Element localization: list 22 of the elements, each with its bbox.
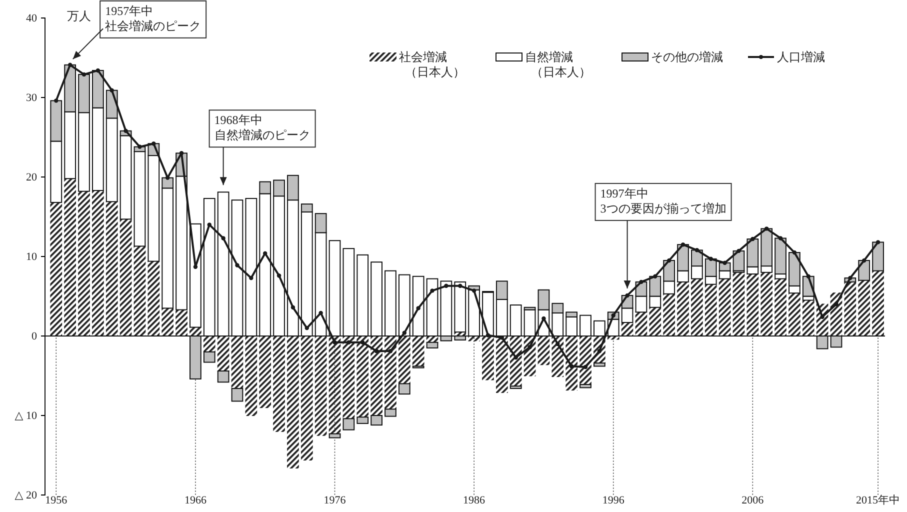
y-tick-label: 30 — [26, 92, 38, 104]
y-tick-label: 10 — [26, 251, 38, 264]
x-tick-label: 1996 — [602, 494, 625, 506]
legend-label: 社会増減（日本人） — [399, 50, 465, 79]
annotation: 1957年中社会増減のピーク — [105, 4, 202, 33]
y-tick-label: △ 20 — [14, 490, 38, 502]
x-tick-label: 1956 — [45, 494, 68, 506]
y-axis-title: 万人 — [67, 9, 91, 23]
x-tick-label: 2015年中 — [856, 494, 900, 506]
legend-label: その他の増減 — [651, 50, 723, 64]
y-tick-label: △ 10 — [14, 410, 38, 422]
legend-label: 自然増減（日本人） — [525, 50, 591, 79]
annotation: 1968年中自然増減のピーク — [214, 113, 310, 142]
legend-label: 人口増減 — [777, 50, 825, 64]
y-tick-label: 40 — [26, 12, 38, 25]
y-tick-label: 0 — [32, 330, 38, 343]
x-tick-label: 1966 — [184, 494, 207, 506]
x-tick-label: 2006 — [742, 494, 764, 506]
y-tick-label: 20 — [26, 172, 38, 184]
x-tick-label: 1986 — [463, 494, 486, 506]
x-tick-label: 1976 — [324, 494, 346, 506]
annotation: 1997年中3つの要因が揃って増加 — [600, 186, 726, 216]
